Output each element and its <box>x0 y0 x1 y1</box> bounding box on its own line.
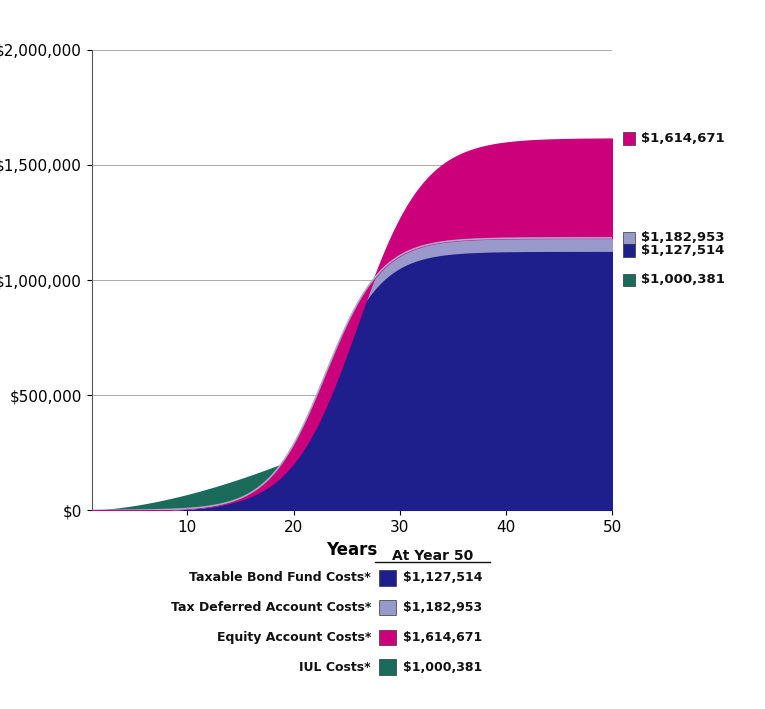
Text: $1,000,381: $1,000,381 <box>640 274 724 286</box>
Text: $1,182,953: $1,182,953 <box>403 601 482 614</box>
Bar <box>623 132 636 145</box>
X-axis label: Years: Years <box>327 541 377 559</box>
Text: IUL Costs*: IUL Costs* <box>299 661 371 674</box>
Bar <box>623 232 636 244</box>
Text: $1,614,671: $1,614,671 <box>640 132 724 145</box>
Text: $1,127,514: $1,127,514 <box>640 244 724 257</box>
Text: $1,000,381: $1,000,381 <box>403 661 483 674</box>
Text: Tax Deferred Account Costs*: Tax Deferred Account Costs* <box>171 601 371 614</box>
Bar <box>623 245 636 257</box>
Text: At Year 50: At Year 50 <box>392 549 473 564</box>
Text: Equity Account Costs*: Equity Account Costs* <box>216 631 371 644</box>
Bar <box>623 274 636 286</box>
Text: $1,614,671: $1,614,671 <box>403 631 483 644</box>
Text: $1,182,953: $1,182,953 <box>640 231 724 245</box>
Text: Taxable Bond Fund Costs*: Taxable Bond Fund Costs* <box>189 571 371 584</box>
Text: $1,127,514: $1,127,514 <box>403 571 483 584</box>
